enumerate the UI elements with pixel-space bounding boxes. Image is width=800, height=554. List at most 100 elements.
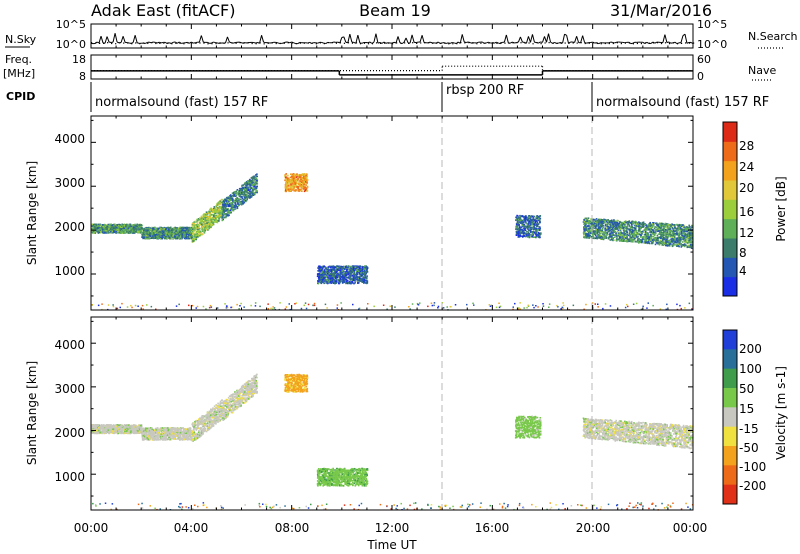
power-point — [145, 234, 148, 237]
power-point — [331, 269, 334, 272]
power-point — [207, 223, 210, 226]
power-point — [222, 215, 225, 218]
power-point — [347, 271, 349, 273]
noise-search-point — [488, 42, 490, 44]
power-point — [128, 226, 130, 228]
noise-search-point — [420, 42, 422, 44]
power-point — [165, 235, 167, 237]
power-point — [203, 224, 205, 227]
power-point — [328, 272, 331, 275]
power-point — [218, 210, 221, 212]
noise-sky-segment — [339, 37, 343, 44]
power-point — [107, 224, 110, 227]
noise-sky-segment — [461, 34, 465, 43]
power-point — [517, 224, 519, 227]
power-point — [141, 235, 144, 237]
power-point — [213, 217, 215, 220]
power-point — [522, 232, 525, 235]
power-point — [205, 216, 208, 218]
power-point — [535, 236, 537, 239]
power-point — [242, 192, 244, 195]
power-point — [159, 229, 161, 231]
noise-search-point — [576, 42, 578, 44]
noise-sky-segment — [536, 41, 539, 44]
cpid-segment-2: normalsound (fast) 157 RF — [596, 95, 769, 110]
power-point — [216, 221, 219, 224]
power-point — [160, 233, 163, 235]
power-point — [143, 233, 146, 236]
power-point — [521, 230, 524, 232]
power-point — [364, 265, 366, 267]
noise-sky-segment — [226, 36, 230, 43]
noise-sky-segment — [452, 41, 455, 44]
power-point — [221, 198, 223, 201]
power-point — [240, 196, 243, 198]
power-point — [340, 272, 342, 275]
power-point — [169, 237, 171, 240]
nave-tick-bottom: 0 — [697, 70, 704, 83]
power-point — [180, 237, 183, 239]
power-point — [229, 212, 231, 214]
power-point — [146, 236, 149, 238]
power-point — [227, 207, 229, 210]
power-point — [112, 225, 114, 227]
power-point — [99, 228, 102, 230]
power-point — [687, 226, 689, 228]
power-point — [213, 206, 216, 208]
power-point — [136, 223, 138, 226]
power-point — [344, 278, 346, 281]
power-point — [226, 200, 228, 203]
power-point — [137, 230, 139, 233]
power-point — [195, 233, 197, 236]
power-point — [186, 229, 188, 232]
power-point — [329, 273, 332, 276]
power-point — [256, 180, 258, 183]
power-point — [516, 216, 519, 218]
power-point — [225, 213, 227, 215]
power-point — [148, 237, 151, 240]
power-point — [533, 226, 535, 228]
power-point — [231, 206, 233, 209]
noise-sky-segment — [437, 41, 441, 44]
power-point — [333, 276, 335, 278]
noise-search-point — [404, 42, 406, 44]
power-point — [516, 232, 518, 235]
power-point — [352, 270, 354, 272]
power-point — [211, 211, 214, 214]
power-point — [362, 280, 365, 283]
power-point — [201, 223, 203, 226]
noise-search-point — [147, 42, 149, 44]
power-point — [165, 227, 167, 229]
power-point — [215, 214, 218, 217]
power-point — [188, 231, 191, 233]
power-point — [357, 282, 359, 284]
power-point — [205, 225, 208, 228]
power-point — [539, 229, 541, 231]
power-point — [536, 225, 538, 227]
noise-search-point — [528, 42, 530, 44]
noise-search-point — [363, 42, 366, 44]
noise-sky-segment — [371, 41, 375, 44]
power-point — [255, 181, 257, 184]
power-point — [526, 232, 529, 235]
power-point — [332, 278, 335, 281]
power-point — [226, 208, 229, 211]
noise-sky-segment — [411, 34, 415, 43]
power-point — [356, 266, 358, 268]
power-point — [171, 233, 174, 235]
power-point — [302, 177, 304, 179]
power-point — [176, 237, 179, 240]
power-point — [228, 210, 230, 213]
power-point — [154, 231, 156, 234]
power-point — [530, 222, 532, 225]
power-point — [251, 194, 253, 197]
power-point — [291, 185, 294, 188]
power-point — [359, 277, 361, 279]
power-point — [152, 237, 154, 239]
power-point — [114, 223, 117, 226]
power-point — [200, 232, 203, 234]
power-point — [227, 199, 229, 202]
noise-search-point — [359, 43, 362, 45]
power-point — [524, 225, 527, 227]
noise-sky-segment — [525, 36, 529, 44]
